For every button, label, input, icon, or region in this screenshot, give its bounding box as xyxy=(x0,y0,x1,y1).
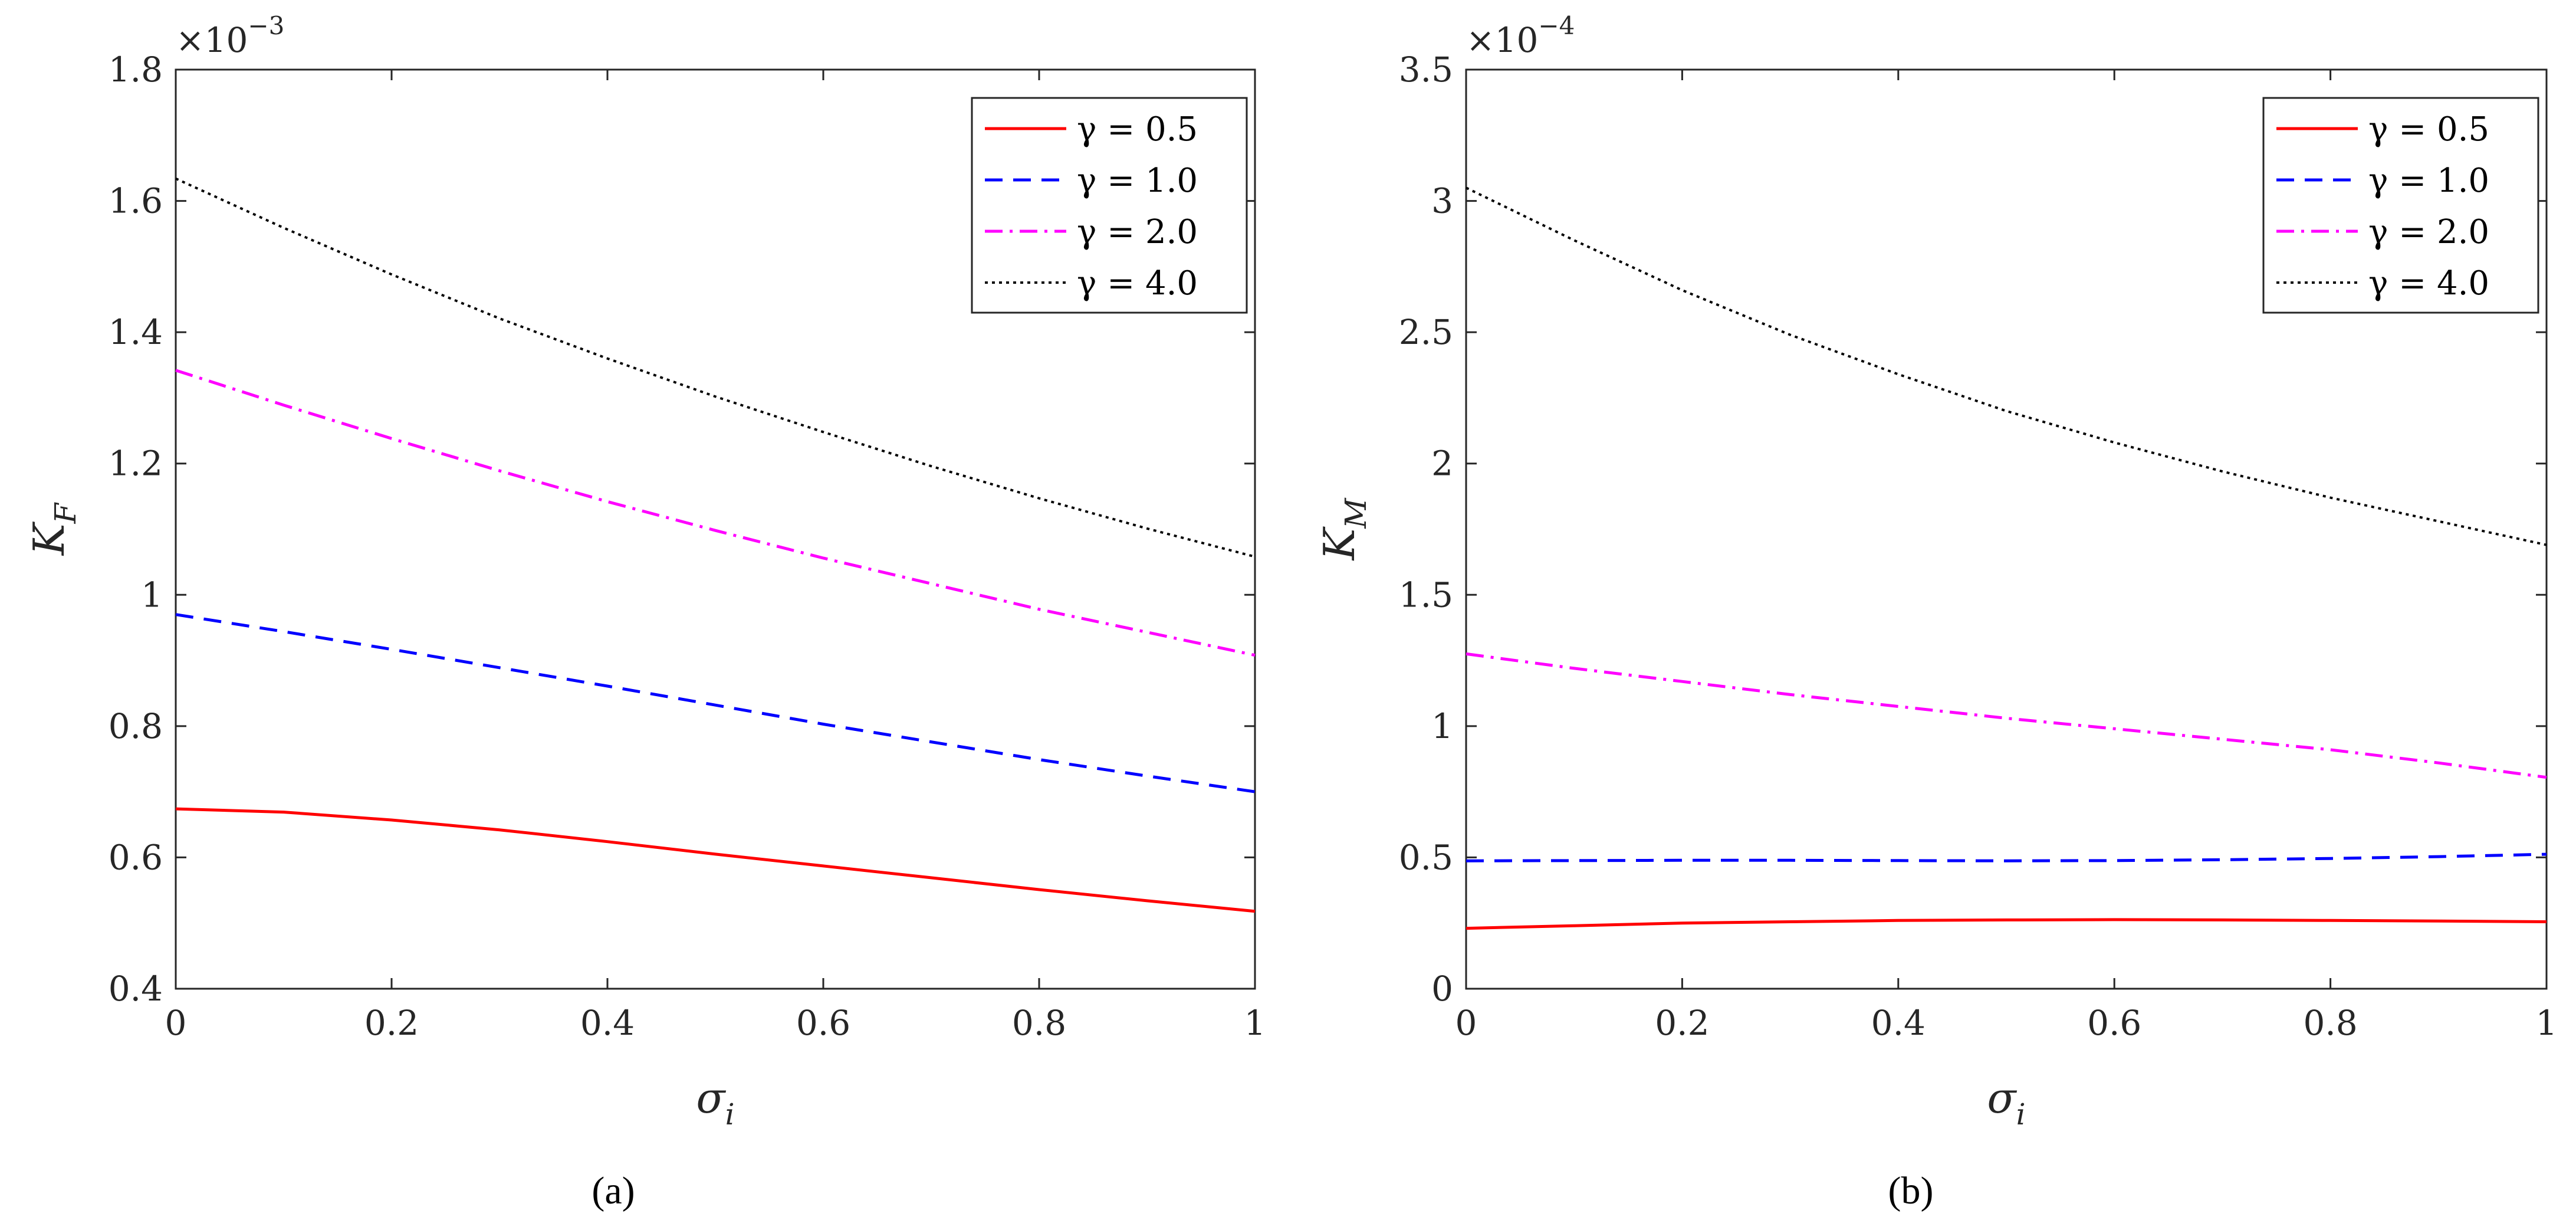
y-multiplier-exponent: −4 xyxy=(1538,11,1575,40)
y-tick-label: 0.5 xyxy=(1399,837,1453,877)
y-multiplier-exponent: −3 xyxy=(248,11,284,40)
y-tick-label: 0.4 xyxy=(109,969,163,1009)
x-tick-label: 0.2 xyxy=(1655,1003,1709,1043)
legend-label-2: γ = 2.0 xyxy=(2368,213,2489,251)
series-line-2 xyxy=(1466,652,2547,779)
x-axis-label: σi xyxy=(1987,1073,2025,1131)
series-line-3 xyxy=(1466,186,2547,546)
legend-label-1: γ = 1.0 xyxy=(1077,162,1198,200)
y-axis-label-base: K xyxy=(24,521,74,556)
x-tick-label: 0.6 xyxy=(2087,1003,2141,1043)
y-tick-label: 1.4 xyxy=(109,312,163,352)
series-line-1 xyxy=(175,613,1256,793)
x-axis-label-base: σ xyxy=(696,1073,726,1123)
x-tick-label: 0.8 xyxy=(2303,1003,2357,1043)
y-tick-label: 3 xyxy=(1431,181,1453,221)
panel-a: 0 0.2 0.4 0.6 0.8 1 0.4 0.6 0.8 1 1.2 1.4 1.6 1.8 ×10−… xyxy=(24,11,1266,1212)
y-tick-label: 2.5 xyxy=(1399,312,1453,352)
y-axis-label-sub: F xyxy=(48,501,83,524)
y-tick-label: 1 xyxy=(141,575,163,615)
y-multiplier-base: ×10 xyxy=(176,20,248,60)
legend-label-3: γ = 4.0 xyxy=(1077,264,1198,303)
y-tick-label: 3.5 xyxy=(1399,50,1453,90)
y-tick-label: 2 xyxy=(1431,444,1453,484)
x-tick-label: 0 xyxy=(165,1003,187,1043)
y-axis-label-sub: M xyxy=(1339,497,1373,529)
x-tick-label: 0.6 xyxy=(796,1003,850,1043)
legend-label-3: γ = 4.0 xyxy=(2368,264,2489,303)
y-tick-label: 1.6 xyxy=(109,181,163,221)
y-multiplier-base: ×10 xyxy=(1466,20,1538,60)
y-tick-label: 1.8 xyxy=(109,50,163,90)
y-multiplier: ×10−4 xyxy=(1466,11,1575,60)
x-tick-label: 1 xyxy=(1244,1003,1266,1043)
y-tick-label: 0 xyxy=(1431,969,1453,1009)
y-tick-label: 1 xyxy=(1431,706,1453,746)
panel-b: 0 0.2 0.4 0.6 0.8 100.511.522.533.5×10−4σiKMγ… xyxy=(1315,11,2557,1212)
x-tick-label: 1 xyxy=(2536,1003,2558,1043)
y-multiplier: ×10−3 xyxy=(176,11,284,60)
x-tick-label: 0.2 xyxy=(364,1003,419,1043)
legend-box xyxy=(2262,97,2539,314)
y-tick-label: 0.8 xyxy=(109,706,163,746)
series-line-1 xyxy=(1466,852,2547,862)
x-axis-label-base: σ xyxy=(1987,1073,2017,1123)
y-axis-label: KF xyxy=(24,501,83,556)
legend-box xyxy=(971,97,1248,314)
y-tick-label: 1.5 xyxy=(1399,575,1453,615)
y-tick-label: 0.6 xyxy=(109,837,163,877)
legend-label-0: γ = 0.5 xyxy=(2368,110,2489,149)
x-tick-label: 0.8 xyxy=(1012,1003,1066,1043)
x-tick-label: 0 xyxy=(1455,1003,1477,1043)
y-tick-label: 1.2 xyxy=(109,444,163,484)
x-tick-label: 0.4 xyxy=(580,1003,635,1043)
legend-label-1: γ = 1.0 xyxy=(2368,162,2489,200)
series-line-2 xyxy=(175,369,1256,657)
y-axis-label: KM xyxy=(1315,497,1373,562)
legend: γ = 0.5 γ = 1.0 γ = 2.0 γ = 4.0 xyxy=(971,97,1248,314)
panel-caption: (a) xyxy=(592,1169,635,1212)
x-axis-label-sub: i xyxy=(725,1097,735,1131)
series-line-3 xyxy=(175,177,1256,558)
series-line-0 xyxy=(175,807,1256,913)
x-axis-label: σi xyxy=(696,1073,734,1131)
legend-label-0: γ = 0.5 xyxy=(1077,110,1198,149)
x-axis-label-sub: i xyxy=(2016,1097,2026,1131)
panel-caption: (b) xyxy=(1888,1169,1934,1212)
legend-label-2: γ = 2.0 xyxy=(1077,213,1198,251)
x-tick-label: 0.4 xyxy=(1871,1003,1926,1043)
legend: γ = 0.5 γ = 1.0 γ = 2.0 γ = 4.0 xyxy=(2262,97,2539,314)
y-axis-label-base: K xyxy=(1315,526,1364,562)
series-line-0 xyxy=(1466,918,2547,930)
